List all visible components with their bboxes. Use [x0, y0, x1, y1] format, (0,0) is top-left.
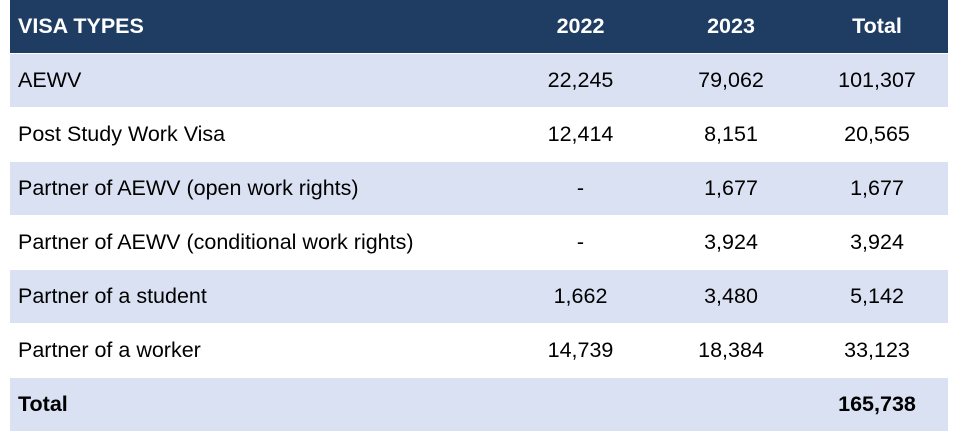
visa-type-cell: Partner of a student [10, 268, 505, 323]
table-row: AEWV 22,245 79,062 101,307 [10, 52, 948, 107]
visa-type-cell: AEWV [10, 52, 505, 107]
table-row: Partner of a worker 14,739 18,384 33,123 [10, 322, 948, 377]
row-total-cell: 20,565 [806, 106, 948, 161]
visa-type-cell: Partner of a worker [10, 322, 505, 377]
value-2023-cell: 18,384 [656, 322, 806, 377]
row-total-cell: 101,307 [806, 52, 948, 107]
header-total: Total [806, 0, 948, 53]
visa-type-cell: Partner of AEWV (conditional work rights… [10, 214, 505, 269]
table-row: Partner of AEWV (conditional work rights… [10, 214, 948, 269]
value-2022-cell: - [505, 214, 656, 269]
visa-type-cell: Post Study Work Visa [10, 106, 505, 161]
row-total-cell: 1,677 [806, 160, 948, 215]
value-2023-cell: 1,677 [656, 160, 806, 215]
header-2023: 2023 [656, 0, 806, 53]
total-row: Total 165,738 [10, 376, 948, 431]
table-row: Partner of AEWV (open work rights) - 1,6… [10, 160, 948, 215]
total-2023-cell [656, 376, 806, 431]
grand-total-cell: 165,738 [806, 376, 948, 431]
table-row: Post Study Work Visa 12,414 8,151 20,565 [10, 106, 948, 161]
value-2022-cell: 12,414 [505, 106, 656, 161]
table-header-row: VISA TYPES 2022 2023 Total [10, 0, 948, 53]
value-2022-cell: 14,739 [505, 322, 656, 377]
value-2023-cell: 3,480 [656, 268, 806, 323]
header-visa-types: VISA TYPES [10, 0, 505, 53]
visa-types-table: VISA TYPES 2022 2023 Total AEWV 22,245 7… [10, 0, 948, 431]
header-2022: 2022 [505, 0, 656, 53]
total-2022-cell [505, 376, 656, 431]
value-2023-cell: 3,924 [656, 214, 806, 269]
row-total-cell: 33,123 [806, 322, 948, 377]
value-2022-cell: 1,662 [505, 268, 656, 323]
value-2022-cell: 22,245 [505, 52, 656, 107]
row-total-cell: 3,924 [806, 214, 948, 269]
row-total-cell: 5,142 [806, 268, 948, 323]
total-label-cell: Total [10, 376, 505, 431]
table-row: Partner of a student 1,662 3,480 5,142 [10, 268, 948, 323]
value-2023-cell: 79,062 [656, 52, 806, 107]
visa-type-cell: Partner of AEWV (open work rights) [10, 160, 505, 215]
value-2022-cell: - [505, 160, 656, 215]
value-2023-cell: 8,151 [656, 106, 806, 161]
